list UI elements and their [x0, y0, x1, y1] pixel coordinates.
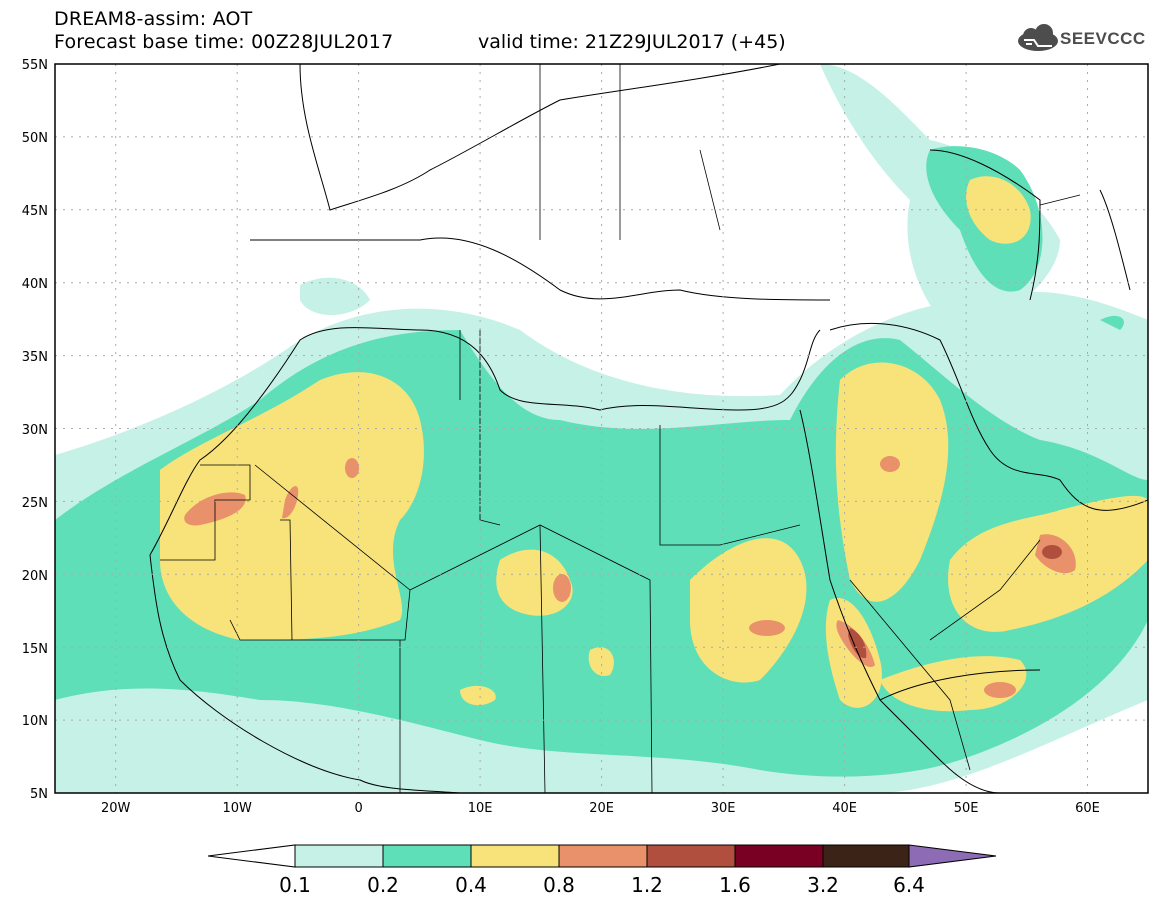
colorbar-swatch	[646, 844, 736, 868]
lat-label: 15N	[22, 642, 48, 657]
colorbar-swatch	[470, 844, 560, 868]
lon-label: 20E	[589, 801, 614, 816]
colorbar-label: 1.6	[719, 873, 751, 897]
colorbar-swatch	[558, 844, 648, 868]
colorbar-over-arrow	[908, 844, 997, 868]
colorbar-under-arrow	[207, 844, 296, 868]
lat-label: 5N	[30, 787, 48, 802]
base-time: Forecast base time: 00Z28JUL2017	[54, 31, 394, 53]
lat-label: 40N	[22, 277, 48, 292]
lon-label: 40E	[832, 801, 857, 816]
colorbar-swatch	[294, 844, 384, 868]
lon-label: 10E	[468, 801, 493, 816]
map-frame	[54, 63, 1149, 794]
aot-band-0.4	[160, 176, 1148, 712]
lat-labels: 55N 50N 45N 40N 35N 30N 25N 20N 15N 10N …	[22, 58, 48, 802]
lat-label: 30N	[22, 423, 48, 438]
lat-label: 55N	[22, 58, 48, 73]
colorbar-label: 0.2	[367, 873, 399, 897]
colorbar-label: 0.8	[543, 873, 575, 897]
lat-label: 25N	[22, 496, 48, 511]
lon-label: 0	[354, 801, 362, 816]
product-title: DREAM8-assim: AOT	[54, 8, 253, 30]
colorbar-label: 0.1	[279, 873, 311, 897]
colorbar: 0.1 0.2 0.4 0.8 1.2 1.6 3.2 6.4	[207, 844, 997, 897]
colorbar-label: 1.2	[631, 873, 663, 897]
colorbar-label: 0.4	[455, 873, 487, 897]
lat-label: 50N	[22, 131, 48, 146]
lon-labels: 20W 10W 0 10E 20E 30E 40E 50E 60E	[101, 801, 1100, 816]
lat-label: 10N	[22, 714, 48, 729]
aot-band-1.2	[848, 545, 1062, 659]
colorbar-label: 6.4	[893, 873, 925, 897]
colorbar-swatch	[734, 844, 824, 868]
lon-label: 10W	[222, 801, 252, 816]
lat-label: 20N	[22, 569, 48, 584]
valid-time: valid time: 21Z29JUL2017 (+45)	[478, 31, 786, 53]
colorbar-swatch	[382, 844, 472, 868]
colorbar-label: 3.2	[807, 873, 839, 897]
lat-label: 35N	[22, 350, 48, 365]
gridlines	[55, 64, 1148, 793]
cloud-logo-icon	[1018, 24, 1058, 51]
lon-label: 20W	[101, 801, 131, 816]
colorbar-swatch	[822, 844, 910, 868]
lat-label: 45N	[22, 204, 48, 219]
logo-text: SEEVCCC	[1060, 29, 1146, 48]
lon-label: 60E	[1075, 801, 1100, 816]
lon-label: 30E	[711, 801, 736, 816]
lon-label: 50E	[954, 801, 979, 816]
country-borders	[160, 64, 1081, 793]
